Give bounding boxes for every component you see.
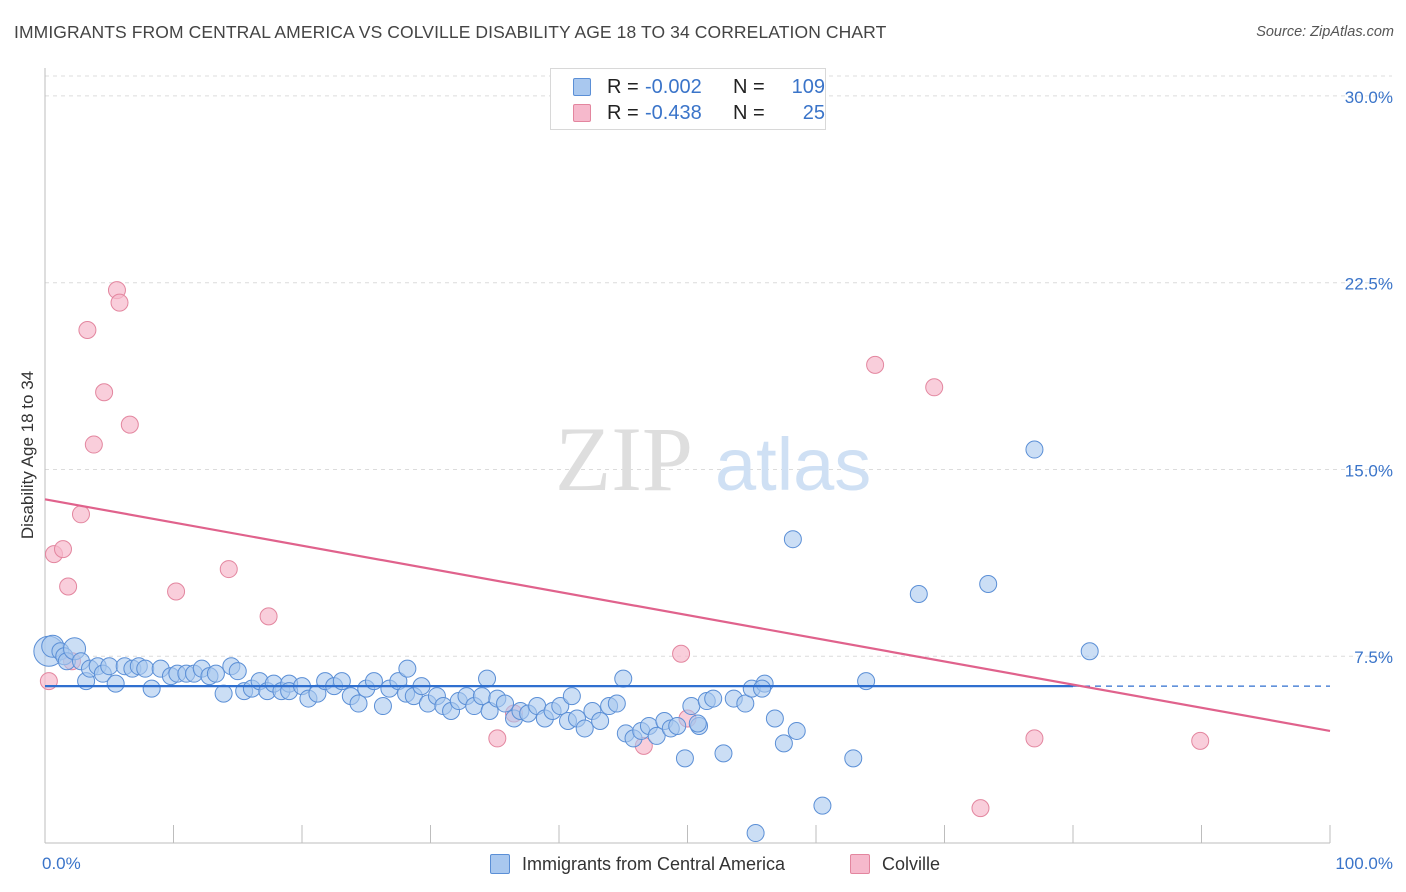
central-america-point xyxy=(753,679,772,698)
central-america-points xyxy=(33,440,1099,843)
colville-point xyxy=(259,607,278,626)
y-tick-label: 30.0% xyxy=(1345,88,1393,107)
central-america-point xyxy=(214,684,233,703)
colville-point xyxy=(78,321,97,340)
central-america-point xyxy=(591,711,610,730)
r-value: -0.438 xyxy=(645,101,702,124)
central-america-point xyxy=(136,659,155,678)
pink-swatch xyxy=(850,854,870,874)
central-america-point xyxy=(607,694,626,713)
legend-item-central-america: Immigrants from Central America xyxy=(490,852,785,876)
central-america-point xyxy=(714,744,733,763)
colville-point xyxy=(167,582,186,601)
tick-labels: 7.5% 15.0% 22.5% 30.0% 0.0% 100.0% xyxy=(42,88,1393,873)
central-america-point xyxy=(496,694,515,713)
central-america-point xyxy=(349,694,368,713)
colville-point xyxy=(1025,729,1044,748)
central-america-point xyxy=(551,697,570,716)
colville-point xyxy=(71,505,90,524)
colville-point xyxy=(672,644,691,663)
colville-point xyxy=(971,799,990,818)
blue-swatch xyxy=(573,78,591,96)
central-america-point xyxy=(100,657,119,676)
blue-swatch xyxy=(490,854,510,874)
central-america-point xyxy=(813,796,832,815)
central-america-point xyxy=(1025,440,1044,459)
n-label: N = xyxy=(733,101,765,124)
colville-trendline xyxy=(44,498,1331,733)
central-america-point xyxy=(765,709,784,728)
central-america-point xyxy=(746,824,765,843)
colville-point xyxy=(866,355,885,374)
colville-point xyxy=(488,729,507,748)
n-value: 109 xyxy=(791,75,825,98)
watermark-atlas: atlas xyxy=(715,423,871,506)
central-america-point xyxy=(106,674,125,693)
central-america-point xyxy=(206,664,225,683)
source-note: Source: ZipAtlas.com xyxy=(1256,24,1394,40)
central-america-point xyxy=(787,721,806,740)
central-america-point xyxy=(783,530,802,549)
colville-point xyxy=(84,435,103,454)
legend-label: Colville xyxy=(882,853,941,874)
legend-item-colville: Colville xyxy=(850,852,940,876)
colville-point xyxy=(219,560,238,579)
central-america-point xyxy=(688,714,707,733)
trend-lines xyxy=(44,498,1331,733)
colville-point xyxy=(95,383,114,402)
central-america-point xyxy=(478,669,497,688)
r-label: R = xyxy=(607,75,639,98)
central-america-point xyxy=(142,679,161,698)
central-america-point xyxy=(575,719,594,738)
colville-point xyxy=(1191,731,1210,750)
central-america-point xyxy=(228,662,247,681)
central-america-point xyxy=(774,734,793,753)
y-tick-label: 22.5% xyxy=(1345,275,1393,294)
central-america-point xyxy=(373,697,392,716)
axes xyxy=(44,68,1331,844)
n-label: N = xyxy=(733,75,765,98)
central-america-point xyxy=(682,697,701,716)
central-america-point xyxy=(979,575,998,594)
colville-point xyxy=(925,378,944,397)
central-america-point xyxy=(647,726,666,745)
watermark-zip: ZIP xyxy=(555,408,693,510)
chart-title: IMMIGRANTS FROM CENTRAL AMERICA VS COLVI… xyxy=(14,22,887,42)
central-america-point xyxy=(1080,642,1099,661)
central-america-point xyxy=(472,687,491,706)
colville-point xyxy=(110,293,129,312)
central-america-point xyxy=(614,669,633,688)
x-tick-label: 100.0% xyxy=(1335,854,1393,873)
central-america-point xyxy=(675,749,694,768)
central-america-point xyxy=(736,694,755,713)
r-value: -0.002 xyxy=(645,75,702,98)
y-tick-label: 15.0% xyxy=(1345,461,1393,480)
central-america-point xyxy=(562,687,581,706)
colville-point xyxy=(53,540,72,559)
correlation-legend: R = -0.002 N = 109 R = -0.438 N = 25 xyxy=(550,68,826,130)
legend-label: Immigrants from Central America xyxy=(522,853,786,874)
grid-lines xyxy=(45,75,1392,657)
y-axis-label: Disability Age 18 to 34 xyxy=(18,371,37,539)
central-america-point xyxy=(398,659,417,678)
n-value: 25 xyxy=(802,101,825,124)
central-america-point xyxy=(909,584,928,603)
central-america-point xyxy=(844,749,863,768)
r-label: R = xyxy=(607,101,639,124)
y-tick-label: 7.5% xyxy=(1354,648,1393,667)
colville-point xyxy=(120,415,139,434)
central-america-point xyxy=(668,716,687,735)
colville-point xyxy=(59,577,78,596)
x-tick-label: 0.0% xyxy=(42,854,81,873)
central-america-point xyxy=(704,689,723,708)
pink-swatch xyxy=(573,104,591,122)
